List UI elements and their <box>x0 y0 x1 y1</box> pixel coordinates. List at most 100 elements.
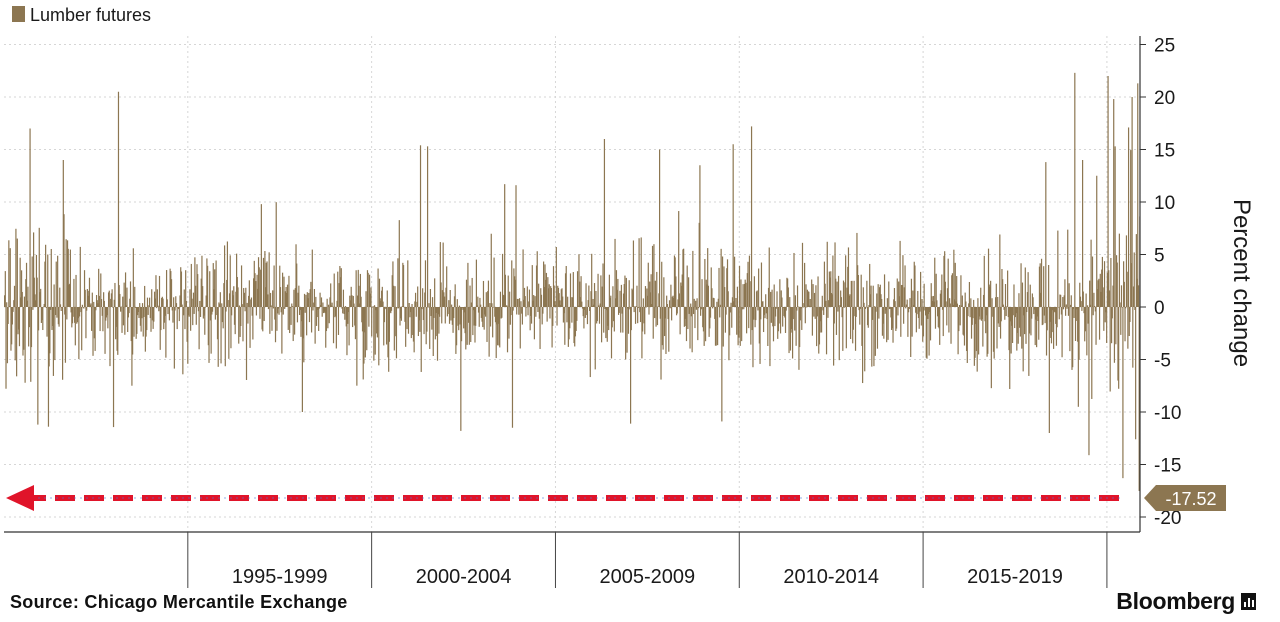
bar <box>1107 76 1109 307</box>
bar <box>741 307 743 310</box>
bar <box>898 296 900 307</box>
bar <box>585 283 587 307</box>
bar <box>759 307 761 364</box>
bar <box>146 307 148 331</box>
bar <box>381 286 383 307</box>
bar <box>414 292 417 307</box>
bar <box>391 275 393 307</box>
bar <box>175 303 178 307</box>
bar <box>429 289 432 307</box>
bar <box>1053 307 1055 349</box>
bar <box>811 279 813 307</box>
bar <box>1125 307 1127 309</box>
bar <box>349 295 351 307</box>
bar <box>774 307 776 327</box>
bar <box>975 307 978 352</box>
bar <box>995 283 997 307</box>
bar <box>854 307 856 317</box>
bar <box>91 307 93 331</box>
bar <box>874 306 876 307</box>
bar <box>330 283 332 307</box>
bar <box>45 307 47 308</box>
bar <box>335 307 337 317</box>
bar <box>829 277 831 307</box>
bar <box>192 307 194 326</box>
bar <box>825 300 827 307</box>
bar <box>269 307 271 334</box>
bar <box>117 91 120 307</box>
bar <box>508 307 510 339</box>
bar <box>162 298 164 307</box>
bar <box>429 307 431 349</box>
y-tick-label: -20 <box>1154 508 1181 529</box>
bar <box>569 273 572 307</box>
bar <box>543 287 545 307</box>
bar <box>295 244 297 307</box>
bar <box>296 307 299 323</box>
bar <box>990 307 992 389</box>
bar <box>1005 307 1007 317</box>
bar <box>707 285 710 307</box>
bar <box>650 274 652 307</box>
bar <box>52 307 54 326</box>
bar <box>652 307 654 339</box>
bar <box>859 307 861 325</box>
bar <box>651 245 654 307</box>
bar <box>366 307 368 351</box>
bar <box>709 307 711 329</box>
bar <box>942 307 944 337</box>
bar <box>567 307 569 347</box>
bar <box>147 307 149 315</box>
bar <box>744 279 746 307</box>
bar <box>702 307 704 328</box>
bar <box>740 279 742 307</box>
bar <box>170 271 172 307</box>
bar <box>447 307 449 315</box>
bar <box>1079 282 1081 307</box>
bar <box>600 275 602 307</box>
bar <box>237 287 239 307</box>
bar <box>631 288 633 307</box>
bar <box>972 307 974 319</box>
bar <box>490 233 492 307</box>
bar <box>720 248 722 307</box>
bar <box>978 307 980 355</box>
source-note: Source: Chicago Mercantile Exchange <box>10 592 348 612</box>
bar <box>390 307 392 314</box>
bar <box>586 307 588 316</box>
bar <box>47 254 49 307</box>
bar <box>701 279 703 307</box>
bar <box>606 307 608 342</box>
bar <box>736 307 738 335</box>
bar <box>630 307 632 331</box>
bar <box>176 307 178 330</box>
bar <box>917 307 920 319</box>
bar <box>361 307 363 323</box>
bar <box>847 266 849 307</box>
bar <box>67 248 69 307</box>
bar <box>215 260 217 307</box>
bar <box>772 307 774 327</box>
bar <box>275 202 277 307</box>
bar <box>1118 233 1120 307</box>
bar <box>750 126 753 308</box>
bar <box>789 307 792 351</box>
bar <box>8 305 11 307</box>
bar <box>1065 307 1067 316</box>
bar <box>562 296 564 307</box>
bar <box>696 298 698 307</box>
bar <box>110 293 113 307</box>
bar <box>789 297 791 307</box>
bar <box>914 265 916 307</box>
bar <box>385 307 387 308</box>
bar <box>686 265 688 307</box>
bar <box>216 307 218 316</box>
bar <box>375 307 377 311</box>
bar <box>450 307 452 321</box>
bar <box>531 265 533 307</box>
bar <box>837 275 840 307</box>
bar <box>43 303 45 307</box>
bar <box>596 307 598 322</box>
bar <box>1132 307 1134 368</box>
bar <box>687 307 689 330</box>
